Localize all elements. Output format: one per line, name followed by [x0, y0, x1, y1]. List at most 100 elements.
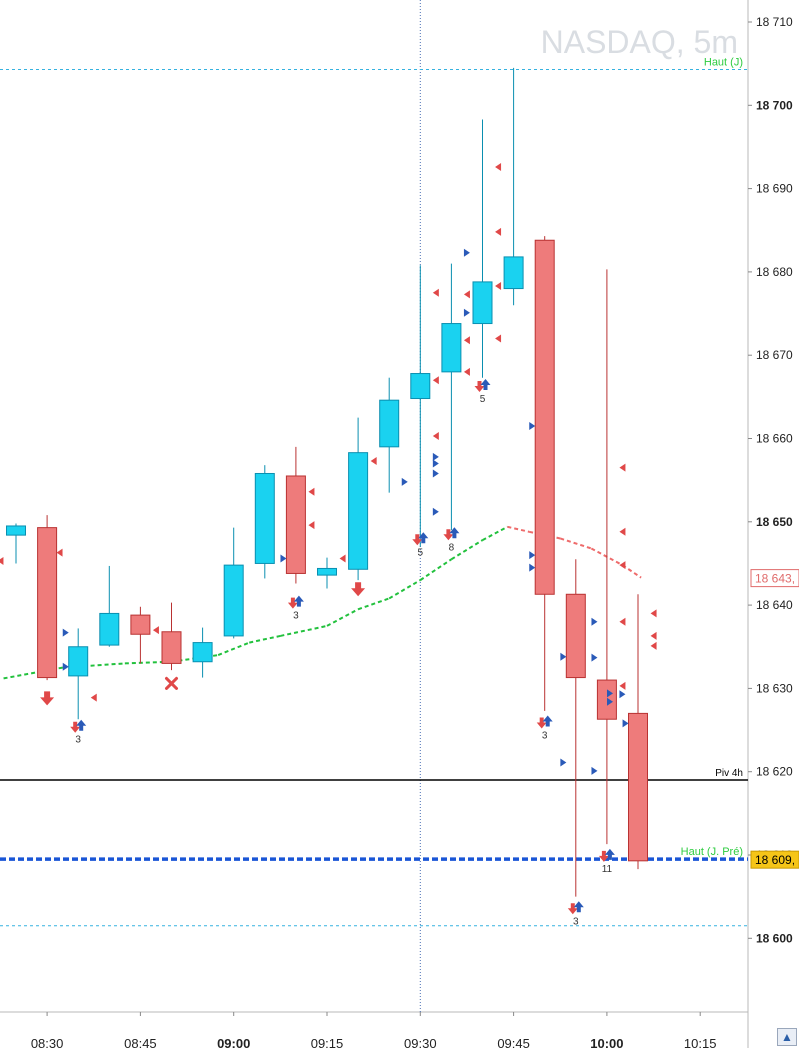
- sell-marker: [152, 626, 159, 635]
- signal-count-label: 3: [542, 731, 548, 742]
- time-tick-label: 09:45: [497, 1036, 530, 1048]
- buy-marker: [463, 248, 470, 257]
- down-arrow-icon: [443, 529, 454, 541]
- moving-average-segment: [249, 634, 281, 644]
- signal-count-label: 8: [449, 542, 455, 553]
- candle-body: [565, 593, 586, 679]
- candle-body: [161, 631, 182, 664]
- down-arrow-icon: [474, 381, 485, 393]
- buy-marker: [591, 617, 598, 626]
- down-arrow-icon: [536, 717, 547, 729]
- price-tick-label: 18 700: [756, 98, 793, 112]
- candle-body: [285, 475, 306, 574]
- buy-marker: [432, 452, 439, 461]
- buy-marker: [463, 308, 470, 317]
- up-arrow-icon: [542, 715, 553, 727]
- buy-marker: [62, 662, 69, 671]
- buy-marker: [591, 766, 598, 775]
- buy-marker: [607, 697, 614, 706]
- buy-marker: [529, 551, 536, 560]
- sell-marker: [463, 290, 470, 299]
- up-arrow-icon: [604, 848, 615, 860]
- buy-marker: [622, 719, 629, 728]
- price-tick-label: 18 680: [756, 265, 793, 279]
- time-tick-label: 09:15: [311, 1036, 344, 1048]
- price-tag-0: 18 643,: [755, 572, 795, 586]
- sell-marker: [308, 487, 315, 496]
- candle-body: [6, 525, 26, 536]
- moving-average-segment: [482, 525, 508, 542]
- sell-marker: [619, 617, 626, 626]
- price-tick-label: 18 670: [756, 348, 793, 362]
- time-tick-label: 09:00: [217, 1036, 250, 1048]
- sell-marker: [619, 561, 626, 570]
- moving-average-segment: [419, 558, 452, 581]
- buy-marker: [619, 690, 626, 699]
- expand-arrow-icon[interactable]: ▲: [777, 1028, 797, 1046]
- buy-marker: [432, 469, 439, 478]
- sell-marker: [619, 463, 626, 472]
- down-arrow-icon: [567, 903, 578, 915]
- moving-average-segment: [280, 624, 328, 637]
- candle-body: [317, 567, 337, 576]
- sell-marker: [495, 162, 502, 171]
- sell-marker: [495, 282, 502, 291]
- level-label-1: Piv 4h: [715, 768, 743, 779]
- price-tick-label: 18 660: [756, 432, 793, 446]
- buy-marker: [529, 422, 536, 431]
- signal-count-label: 11: [602, 864, 613, 875]
- buy-marker: [591, 653, 598, 662]
- down-arrow-icon: [598, 850, 609, 862]
- price-tick-label: 18 640: [756, 598, 793, 612]
- candle-body: [254, 472, 275, 564]
- moving-average-segment: [507, 525, 530, 533]
- signal-count-label: 3: [75, 735, 81, 746]
- candle-body: [472, 281, 493, 325]
- down-arrow-icon: [70, 721, 81, 733]
- candle-body: [410, 373, 431, 400]
- up-arrow-icon: [293, 595, 304, 607]
- up-arrow-icon: [76, 719, 87, 731]
- sell-marker: [0, 556, 4, 565]
- price-tick-label: 18 650: [756, 515, 793, 529]
- candle-body: [534, 239, 555, 595]
- sell-marker: [432, 376, 439, 385]
- sell-marker: [619, 527, 626, 536]
- candle-body: [348, 452, 369, 570]
- moving-average-segment: [357, 597, 390, 611]
- price-tick-label: 18 620: [756, 765, 793, 779]
- candle-body: [37, 527, 58, 679]
- price-tag-box-0: [750, 569, 799, 588]
- up-arrow-icon: [418, 532, 429, 544]
- time-tick-label: 10:15: [684, 1036, 717, 1048]
- price-tick-label: 18 630: [756, 681, 793, 695]
- buy-marker: [607, 689, 614, 698]
- candle-body: [192, 642, 213, 663]
- sell-marker: [339, 554, 346, 563]
- moving-average-segment: [326, 608, 359, 627]
- down-arrow-icon: [351, 582, 366, 597]
- chart-title: NASDAQ, 5m: [541, 24, 738, 60]
- price-tick-label: 18 710: [756, 15, 793, 29]
- level-label-2: Haut (J. Pré): [681, 846, 743, 858]
- buy-marker: [62, 628, 69, 637]
- down-arrow-icon: [287, 597, 298, 609]
- sell-marker: [495, 334, 502, 343]
- price-tag-1: 18 609,: [755, 853, 795, 867]
- price-tick-label: 18 690: [756, 182, 793, 196]
- buy-marker: [432, 459, 439, 468]
- sell-marker: [432, 288, 439, 297]
- up-arrow-icon: [480, 379, 491, 391]
- signal-count-label: 3: [293, 611, 299, 622]
- sell-marker: [432, 432, 439, 441]
- buy-marker: [560, 652, 567, 661]
- moving-average-segment: [559, 537, 592, 550]
- time-tick-label: 08:30: [31, 1036, 64, 1048]
- time-tick-label: 08:45: [124, 1036, 157, 1048]
- sell-marker: [90, 693, 97, 702]
- sell-marker: [650, 609, 657, 618]
- moving-average-segment: [621, 564, 642, 579]
- signal-count-label: 3: [573, 916, 579, 927]
- x-mark-icon: [165, 676, 178, 690]
